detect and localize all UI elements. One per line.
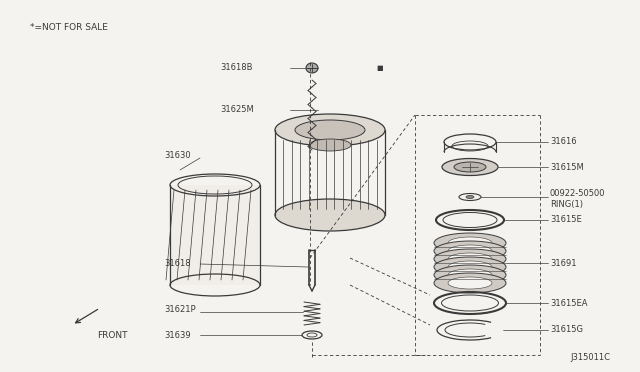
Text: *=NOT FOR SALE: *=NOT FOR SALE: [30, 23, 108, 32]
Ellipse shape: [434, 273, 506, 293]
Ellipse shape: [434, 241, 506, 261]
Text: 31618: 31618: [164, 260, 191, 269]
Text: 31616: 31616: [550, 138, 577, 147]
Ellipse shape: [448, 269, 492, 281]
Ellipse shape: [275, 114, 385, 146]
Ellipse shape: [434, 249, 506, 269]
Text: 31615EA: 31615EA: [550, 298, 588, 308]
Text: ■: ■: [377, 65, 383, 71]
Text: 31691: 31691: [550, 259, 577, 267]
Ellipse shape: [448, 253, 492, 265]
Text: 31615E: 31615E: [550, 215, 582, 224]
FancyBboxPatch shape: [170, 185, 260, 285]
Text: 31639: 31639: [164, 330, 191, 340]
Ellipse shape: [434, 233, 506, 253]
Ellipse shape: [442, 158, 498, 176]
Text: 31630: 31630: [164, 151, 191, 160]
Ellipse shape: [309, 139, 351, 151]
Ellipse shape: [442, 295, 499, 311]
Text: 31625M: 31625M: [220, 106, 253, 115]
Text: FRONT: FRONT: [97, 331, 127, 340]
Text: 31615G: 31615G: [550, 326, 583, 334]
Ellipse shape: [295, 120, 365, 140]
Ellipse shape: [448, 277, 492, 289]
Text: 31615M: 31615M: [550, 163, 584, 171]
Ellipse shape: [307, 333, 317, 337]
Ellipse shape: [434, 257, 506, 277]
Ellipse shape: [275, 199, 385, 231]
Ellipse shape: [454, 162, 486, 172]
Ellipse shape: [448, 245, 492, 257]
Text: J315011C: J315011C: [570, 353, 610, 362]
Ellipse shape: [306, 63, 318, 73]
Ellipse shape: [466, 196, 474, 199]
Ellipse shape: [443, 212, 497, 228]
Ellipse shape: [434, 265, 506, 285]
Text: 31618B: 31618B: [220, 64, 253, 73]
Text: RING(1): RING(1): [550, 199, 583, 208]
Text: 00922-50500: 00922-50500: [550, 189, 605, 198]
Text: 31621P: 31621P: [164, 305, 196, 314]
Ellipse shape: [448, 237, 492, 249]
Ellipse shape: [448, 261, 492, 273]
